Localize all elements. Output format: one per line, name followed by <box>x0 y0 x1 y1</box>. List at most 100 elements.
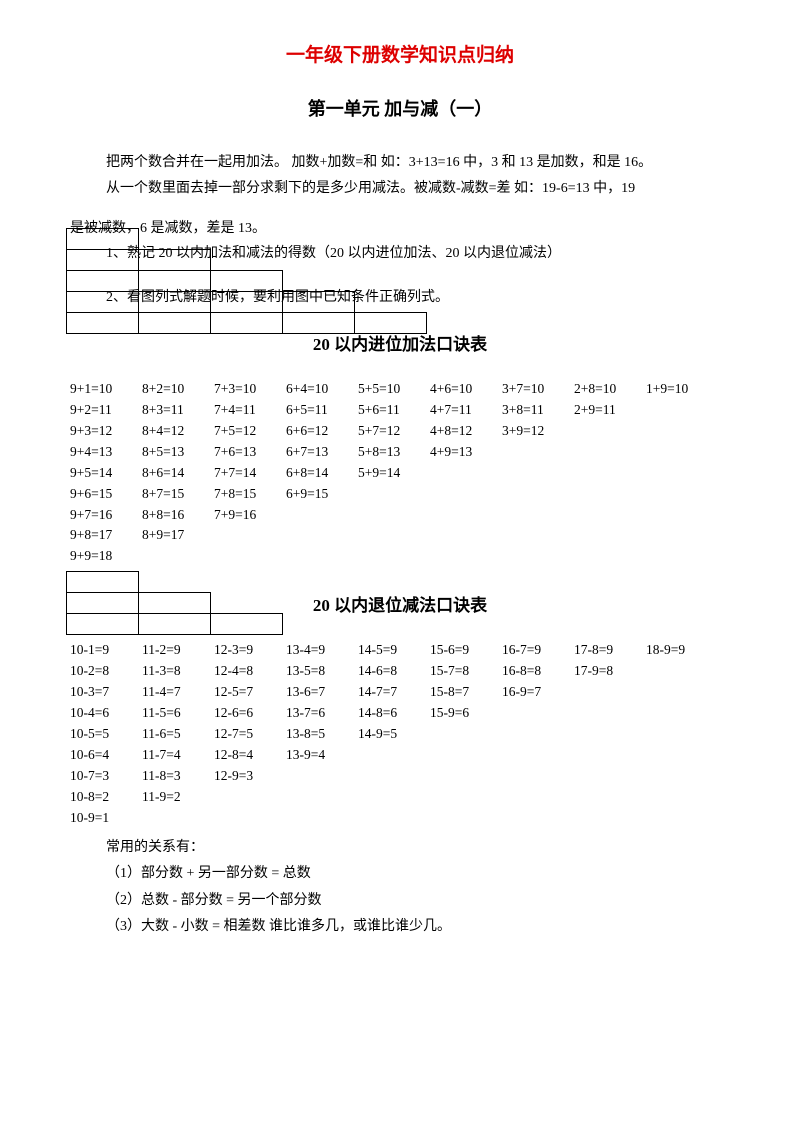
subtraction-cell: 12-6=6 <box>214 703 286 724</box>
addition-cell: 5+9=14 <box>358 463 430 484</box>
addition-cell: 5+8=13 <box>358 442 430 463</box>
intro-line-3: 是被减数，6 是减数，差是 13。 <box>70 217 730 241</box>
intro-line-2: 从一个数里面去掉一部分求剩下的是多少用减法。被减数-减数=差 如：19-6=13… <box>106 177 730 201</box>
addition-cell: 5+5=10 <box>358 379 430 400</box>
subtraction-table: 10-1=911-2=912-3=913-4=914-5=915-6=916-7… <box>70 640 730 828</box>
subtraction-cell: 18-9=9 <box>646 640 718 661</box>
addition-row: 9+6=158+7=157+8=156+9=15 <box>70 484 730 505</box>
addition-cell: 3+9=12 <box>502 421 574 442</box>
addition-cell: 9+3=12 <box>70 421 142 442</box>
subtraction-cell: 10-5=5 <box>70 724 142 745</box>
addition-cell: 7+4=11 <box>214 400 286 421</box>
subtraction-cell: 14-9=5 <box>358 724 430 745</box>
addition-cell: 8+5=13 <box>142 442 214 463</box>
addition-cell: 9+9=18 <box>70 546 142 567</box>
addition-row: 9+2=118+3=117+4=116+5=115+6=114+7=113+8=… <box>70 400 730 421</box>
addition-cell: 9+1=10 <box>70 379 142 400</box>
subtraction-title: 20 以内退位减法口诀表 <box>70 591 730 616</box>
subtraction-cell: 10-1=9 <box>70 640 142 661</box>
subtraction-cell: 16-8=8 <box>502 661 574 682</box>
addition-cell: 9+6=15 <box>70 484 142 505</box>
addition-cell: 7+8=15 <box>214 484 286 505</box>
doc-title: 一年级下册数学知识点归纳 <box>70 40 730 67</box>
subtraction-cell: 17-8=9 <box>574 640 646 661</box>
addition-cell: 8+9=17 <box>142 525 214 546</box>
addition-cell: 8+4=12 <box>142 421 214 442</box>
subtraction-cell: 13-7=6 <box>286 703 358 724</box>
addition-cell: 6+8=14 <box>286 463 358 484</box>
subtraction-cell: 11-2=9 <box>142 640 214 661</box>
subtraction-cell: 10-2=8 <box>70 661 142 682</box>
subtraction-cell: 11-5=6 <box>142 703 214 724</box>
intro-line-1: 把两个数合并在一起用加法。 加数+加数=和 如：3+13=16 中，3 和 13… <box>106 151 730 175</box>
subtraction-cell: 13-9=4 <box>286 745 358 766</box>
subtraction-cell: 10-8=2 <box>70 787 142 808</box>
addition-cell: 8+7=15 <box>142 484 214 505</box>
addition-row: 9+7=168+8=167+9=16 <box>70 505 730 526</box>
subtraction-cell: 15-6=9 <box>430 640 502 661</box>
addition-cell: 6+4=10 <box>286 379 358 400</box>
subtraction-cell: 14-7=7 <box>358 682 430 703</box>
subtraction-cell: 13-6=7 <box>286 682 358 703</box>
subtraction-cell: 11-8=3 <box>142 766 214 787</box>
subtraction-cell: 11-3=8 <box>142 661 214 682</box>
subtraction-cell: 10-4=6 <box>70 703 142 724</box>
addition-table-area: 2、看图列式解题时候，要利用图中已知条件正确列式。 20 以内进位加法口诀表 9… <box>70 272 730 567</box>
subtraction-cell: 10-3=7 <box>70 682 142 703</box>
addition-cell: 6+7=13 <box>286 442 358 463</box>
subtraction-row: 10-2=811-3=812-4=813-5=814-6=815-7=816-8… <box>70 661 730 682</box>
addition-cell: 1+9=10 <box>646 379 718 400</box>
subtraction-cell: 12-3=9 <box>214 640 286 661</box>
addition-cell: 7+6=13 <box>214 442 286 463</box>
addition-cell: 7+3=10 <box>214 379 286 400</box>
addition-cell: 9+4=13 <box>70 442 142 463</box>
subtraction-cell: 13-4=9 <box>286 640 358 661</box>
addition-cell: 8+3=11 <box>142 400 214 421</box>
addition-row: 9+1=108+2=107+3=106+4=105+5=104+6=103+7=… <box>70 379 730 400</box>
addition-cell: 7+7=14 <box>214 463 286 484</box>
addition-row: 9+9=18 <box>70 546 730 567</box>
addition-cell: 7+9=16 <box>214 505 286 526</box>
addition-cell: 6+5=11 <box>286 400 358 421</box>
subtraction-cell: 12-5=7 <box>214 682 286 703</box>
subtraction-cell: 13-8=5 <box>286 724 358 745</box>
subtraction-cell: 15-9=6 <box>430 703 502 724</box>
subtraction-cell: 14-6=8 <box>358 661 430 682</box>
addition-row: 9+5=148+6=147+7=146+8=145+9=14 <box>70 463 730 484</box>
subtraction-cell: 14-5=9 <box>358 640 430 661</box>
subtraction-cell: 10-9=1 <box>70 808 142 829</box>
subtraction-cell: 11-9=2 <box>142 787 214 808</box>
addition-table: 9+1=108+2=107+3=106+4=105+5=104+6=103+7=… <box>70 379 730 567</box>
addition-cell: 4+8=12 <box>430 421 502 442</box>
relations-heading: 常用的关系有： <box>106 835 730 862</box>
addition-cell: 9+5=14 <box>70 463 142 484</box>
subtraction-cell: 16-7=9 <box>502 640 574 661</box>
subtraction-row: 10-9=1 <box>70 808 730 829</box>
relation-2: （2）总数 - 部分数 = 另一个部分数 <box>106 888 730 915</box>
addition-cell: 9+2=11 <box>70 400 142 421</box>
subtraction-cell: 15-8=7 <box>430 682 502 703</box>
addition-cell: 6+9=15 <box>286 484 358 505</box>
subtraction-cell: 14-8=6 <box>358 703 430 724</box>
addition-cell: 8+8=16 <box>142 505 214 526</box>
relation-1: （1）部分数 + 另一部分数 = 总数 <box>106 861 730 888</box>
subtraction-cell: 11-7=4 <box>142 745 214 766</box>
addition-cell: 7+5=12 <box>214 421 286 442</box>
addition-row: 9+8=178+9=17 <box>70 525 730 546</box>
subtraction-row: 10-7=311-8=312-9=3 <box>70 766 730 787</box>
intro-line-4: 1、熟记 20 以内加法和减法的得数（20 以内进位加法、20 以内退位减法） <box>106 242 730 266</box>
subtraction-row: 10-6=411-7=412-8=413-9=4 <box>70 745 730 766</box>
subtraction-cell: 12-9=3 <box>214 766 286 787</box>
subtraction-cell: 17-9=8 <box>574 661 646 682</box>
subtraction-cell: 11-6=5 <box>142 724 214 745</box>
addition-cell: 5+6=11 <box>358 400 430 421</box>
subtraction-row: 10-5=511-6=512-7=513-8=514-9=5 <box>70 724 730 745</box>
addition-cell: 8+2=10 <box>142 379 214 400</box>
addition-cell: 2+9=11 <box>574 400 646 421</box>
subtraction-cell: 15-7=8 <box>430 661 502 682</box>
subtraction-table-area: 20 以内退位减法口诀表 10-1=911-2=912-3=913-4=914-… <box>70 577 730 828</box>
subtraction-row: 10-3=711-4=712-5=713-6=714-7=715-8=716-9… <box>70 682 730 703</box>
relation-3: （3）大数 - 小数 = 相差数 谁比谁多几，或谁比谁少几。 <box>106 914 730 941</box>
addition-cell: 4+7=11 <box>430 400 502 421</box>
addition-title: 20 以内进位加法口诀表 <box>70 330 730 355</box>
